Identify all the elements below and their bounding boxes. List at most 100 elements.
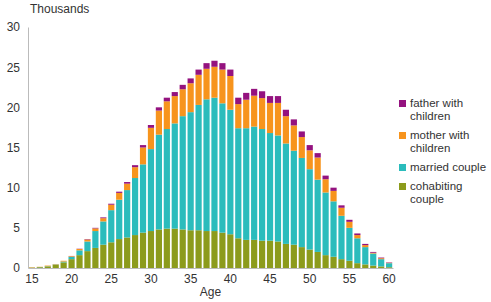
bar	[259, 129, 265, 241]
bar	[148, 125, 154, 128]
tick-label: 5	[13, 221, 20, 235]
bar	[370, 254, 376, 266]
bar	[53, 265, 59, 268]
tick-label: 20	[65, 272, 79, 286]
tick-label: 55	[343, 272, 357, 286]
bar	[61, 260, 67, 261]
bar	[84, 239, 90, 240]
tick: 10	[7, 181, 28, 195]
bar	[124, 190, 130, 237]
bar	[315, 153, 321, 157]
bar	[275, 135, 281, 241]
tick-label: 25	[105, 272, 119, 286]
bar	[291, 245, 297, 268]
bar	[156, 111, 162, 135]
bar	[354, 235, 360, 238]
tick-label: 45	[263, 272, 277, 286]
bar	[164, 101, 170, 129]
tick: 35	[184, 268, 198, 286]
bar	[108, 210, 114, 242]
bar	[76, 250, 82, 255]
bar	[243, 240, 249, 268]
bar	[92, 231, 98, 248]
tick: 30	[7, 20, 28, 34]
bar	[219, 70, 225, 104]
bar	[100, 218, 106, 221]
tick-label: 25	[7, 61, 21, 75]
bar	[100, 217, 106, 219]
bar	[243, 93, 249, 100]
bar	[338, 208, 344, 216]
bar	[211, 61, 217, 67]
tick: 30	[144, 268, 158, 286]
bar	[84, 241, 90, 251]
bar	[188, 230, 194, 268]
bars	[29, 61, 392, 268]
tick: 15	[7, 141, 28, 155]
bar	[37, 266, 43, 267]
bar	[330, 191, 336, 201]
legend-swatch	[399, 164, 406, 171]
bar	[132, 178, 138, 235]
bar	[180, 116, 186, 229]
tick-label: 40	[224, 272, 238, 286]
bar	[203, 69, 209, 100]
bar	[116, 193, 122, 200]
bar	[68, 256, 74, 258]
bar	[37, 267, 43, 268]
bar	[354, 233, 360, 235]
bar	[140, 145, 146, 147]
y-axis: 051015202530	[7, 20, 29, 275]
bar	[283, 116, 289, 143]
tick: 45	[263, 268, 277, 286]
bar	[219, 233, 225, 268]
bar	[267, 103, 273, 133]
bar	[291, 151, 297, 245]
bar	[68, 259, 74, 268]
bar	[346, 261, 352, 268]
bar	[307, 250, 313, 268]
bar	[92, 228, 98, 231]
bar	[188, 78, 194, 83]
bar	[29, 267, 35, 268]
tick: 40	[224, 268, 238, 286]
bar	[299, 137, 305, 158]
bar	[140, 233, 146, 268]
bar	[116, 200, 122, 239]
legend-swatch	[399, 132, 406, 139]
bar	[267, 96, 273, 103]
tick-label: 35	[184, 272, 198, 286]
bar	[156, 229, 162, 268]
bar	[307, 145, 313, 150]
bar	[116, 239, 122, 268]
bar	[45, 265, 51, 267]
bar	[386, 262, 392, 263]
legend-swatch	[399, 183, 406, 190]
bar	[53, 263, 59, 264]
bar	[84, 251, 90, 268]
tick: 20	[65, 268, 79, 286]
bar	[354, 263, 360, 268]
bar	[100, 245, 106, 268]
bar	[251, 89, 257, 96]
bar	[243, 128, 249, 240]
series	[29, 229, 392, 268]
bar	[251, 240, 257, 268]
legend-label: cohabitingcouple	[410, 180, 462, 205]
bar	[362, 245, 368, 247]
bar	[235, 128, 241, 238]
bar	[76, 248, 82, 249]
legend-label: married couple	[410, 161, 486, 173]
bar	[211, 98, 217, 231]
bar	[180, 89, 186, 116]
axis-line	[29, 268, 394, 269]
bar	[227, 76, 233, 110]
bar	[275, 96, 281, 103]
tick-label: 0	[13, 261, 20, 275]
bar	[275, 241, 281, 268]
axis-line	[28, 28, 29, 269]
legend-label: father withchildren	[410, 97, 463, 122]
legend-item: cohabitingcouple	[399, 180, 462, 205]
bar	[172, 92, 178, 96]
tick: 25	[105, 268, 119, 286]
